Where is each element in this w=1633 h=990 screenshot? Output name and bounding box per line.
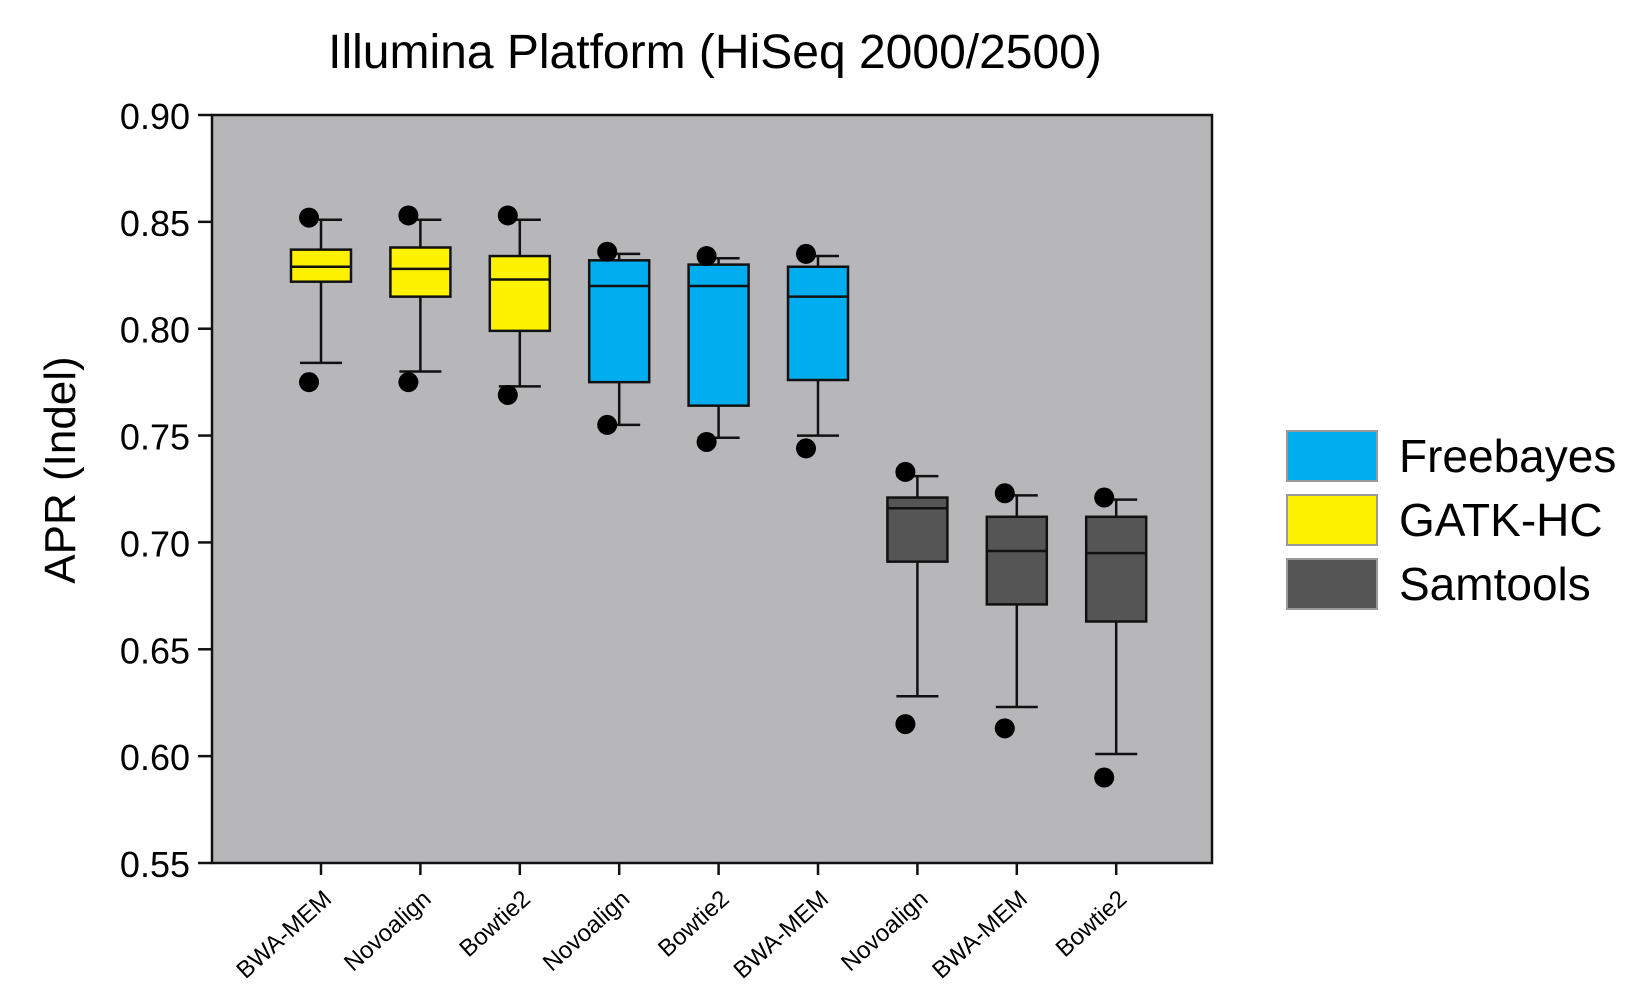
outlier-point (299, 207, 319, 228)
box-series (289, 205, 1148, 788)
outlier-point (497, 384, 518, 405)
outlier-point (299, 372, 319, 393)
x-tick-label: BWA-MEM (927, 885, 1033, 984)
legend-swatch (1286, 494, 1378, 546)
outlier-point (696, 246, 717, 267)
box-4 (587, 241, 651, 435)
outlier-point (1094, 767, 1115, 788)
outlier-point (398, 372, 419, 393)
box-5 (687, 246, 750, 452)
y-tick-label: 0.70 (120, 523, 190, 564)
box-body (389, 246, 452, 298)
box-7 (886, 461, 949, 735)
box-body (985, 515, 1049, 606)
y-tick-label: 0.55 (120, 844, 190, 885)
legend-label: Samtools (1399, 558, 1591, 610)
outlier-point (994, 483, 1015, 504)
box-2 (389, 205, 452, 393)
x-tick-label: Novoalign (538, 885, 635, 976)
legend-label: GATK-HC (1399, 494, 1603, 546)
chart-title: Illumina Platform (HiSeq 2000/2500) (328, 26, 1102, 79)
box-3 (488, 205, 552, 405)
box-body (687, 263, 750, 407)
box-6 (786, 243, 850, 459)
box-9 (1084, 487, 1148, 788)
x-tick-label: Novoalign (339, 885, 436, 976)
legend-swatch (1286, 430, 1378, 482)
x-tick-label: BWA-MEM (231, 885, 337, 984)
x-axis: BWA-MEM Novoalign Bowtie2 Novoalign Bowtie2B… (231, 863, 1132, 984)
y-tick-label: 0.85 (120, 203, 190, 244)
outlier-point (696, 431, 717, 452)
outlier-point (796, 243, 816, 264)
x-tick-label: Bowtie2 (1051, 885, 1133, 962)
x-tick-label: Novoalign (836, 885, 933, 976)
y-tick-label: 0.80 (120, 310, 190, 351)
y-axis-label: APR (Indel) (36, 356, 85, 583)
y-tick-label: 0.90 (120, 96, 190, 137)
box-body (587, 259, 651, 384)
outlier-point (1094, 487, 1115, 508)
legend-swatch (1286, 558, 1378, 610)
box-body (488, 254, 552, 333)
y-tick-label: 0.75 (120, 417, 190, 458)
legend: Freebayes GATK-HC Samtools (1286, 430, 1616, 610)
outlier-point (994, 718, 1015, 739)
legend-label: Freebayes (1399, 430, 1616, 482)
outlier-point (497, 205, 518, 226)
x-tick-label: BWA-MEM (728, 885, 834, 984)
y-axis: 0.90 0.85 0.80 0.75 0.70 0.65 0.60 0.55 (120, 96, 212, 885)
x-tick-label: Bowtie2 (454, 885, 536, 962)
y-tick-label: 0.60 (120, 737, 190, 778)
outlier-point (796, 438, 816, 459)
outlier-point (597, 241, 618, 262)
x-tick-label: Bowtie2 (653, 885, 735, 962)
outlier-point (895, 714, 916, 735)
box-1 (289, 207, 353, 393)
plot-area (210, 113, 1214, 865)
box-body (786, 265, 850, 382)
box-8 (985, 483, 1049, 739)
box-body (1084, 515, 1148, 623)
outlier-point (895, 461, 916, 482)
outlier-point (398, 205, 419, 226)
y-tick-label: 0.65 (120, 630, 190, 671)
outlier-point (597, 414, 618, 435)
